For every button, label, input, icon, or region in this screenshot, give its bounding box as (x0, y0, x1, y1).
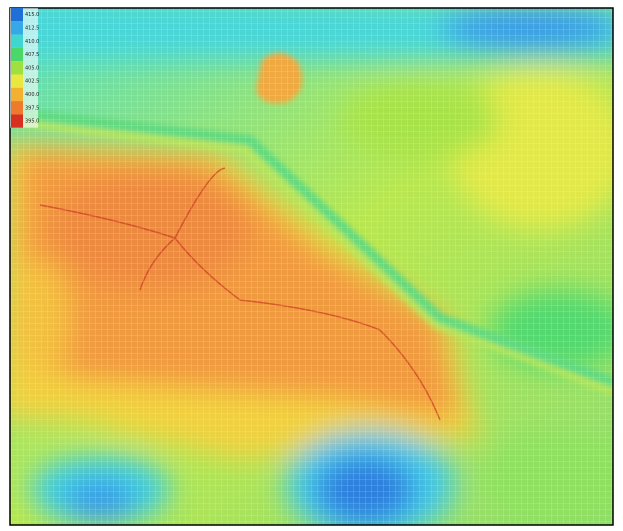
legend-label: 410.0 (25, 39, 39, 45)
legend-label: 402.5 (25, 79, 39, 85)
legend-swatch (11, 114, 23, 128)
legend-label: 415.0 (25, 12, 39, 18)
legend-swatch (11, 87, 23, 102)
legend-swatch (11, 47, 23, 62)
legend-swatch (11, 8, 23, 22)
legend-swatch (11, 34, 23, 48)
legend-swatch (11, 101, 23, 115)
legend-label: 400.0 (25, 92, 39, 98)
legend-label: 405.0 (25, 65, 39, 71)
map-frame (9, 7, 614, 526)
legend-label: 412.5 (25, 25, 39, 31)
legend-swatch (11, 21, 23, 35)
legend-swatch (11, 61, 23, 75)
legend: 415.0 412.5 410.0 407.5 405.0 402.5 400.0 397.5… (10, 8, 39, 128)
legend-label: 407.5 (25, 52, 39, 58)
legend-label: 395.0 (25, 119, 39, 125)
legend-swatch (11, 74, 23, 88)
legend-label: 397.5 (25, 105, 39, 111)
